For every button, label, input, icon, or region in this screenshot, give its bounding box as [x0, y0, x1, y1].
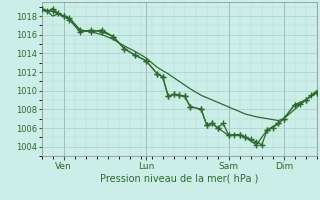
X-axis label: Pression niveau de la mer( hPa ): Pression niveau de la mer( hPa )	[100, 173, 258, 183]
